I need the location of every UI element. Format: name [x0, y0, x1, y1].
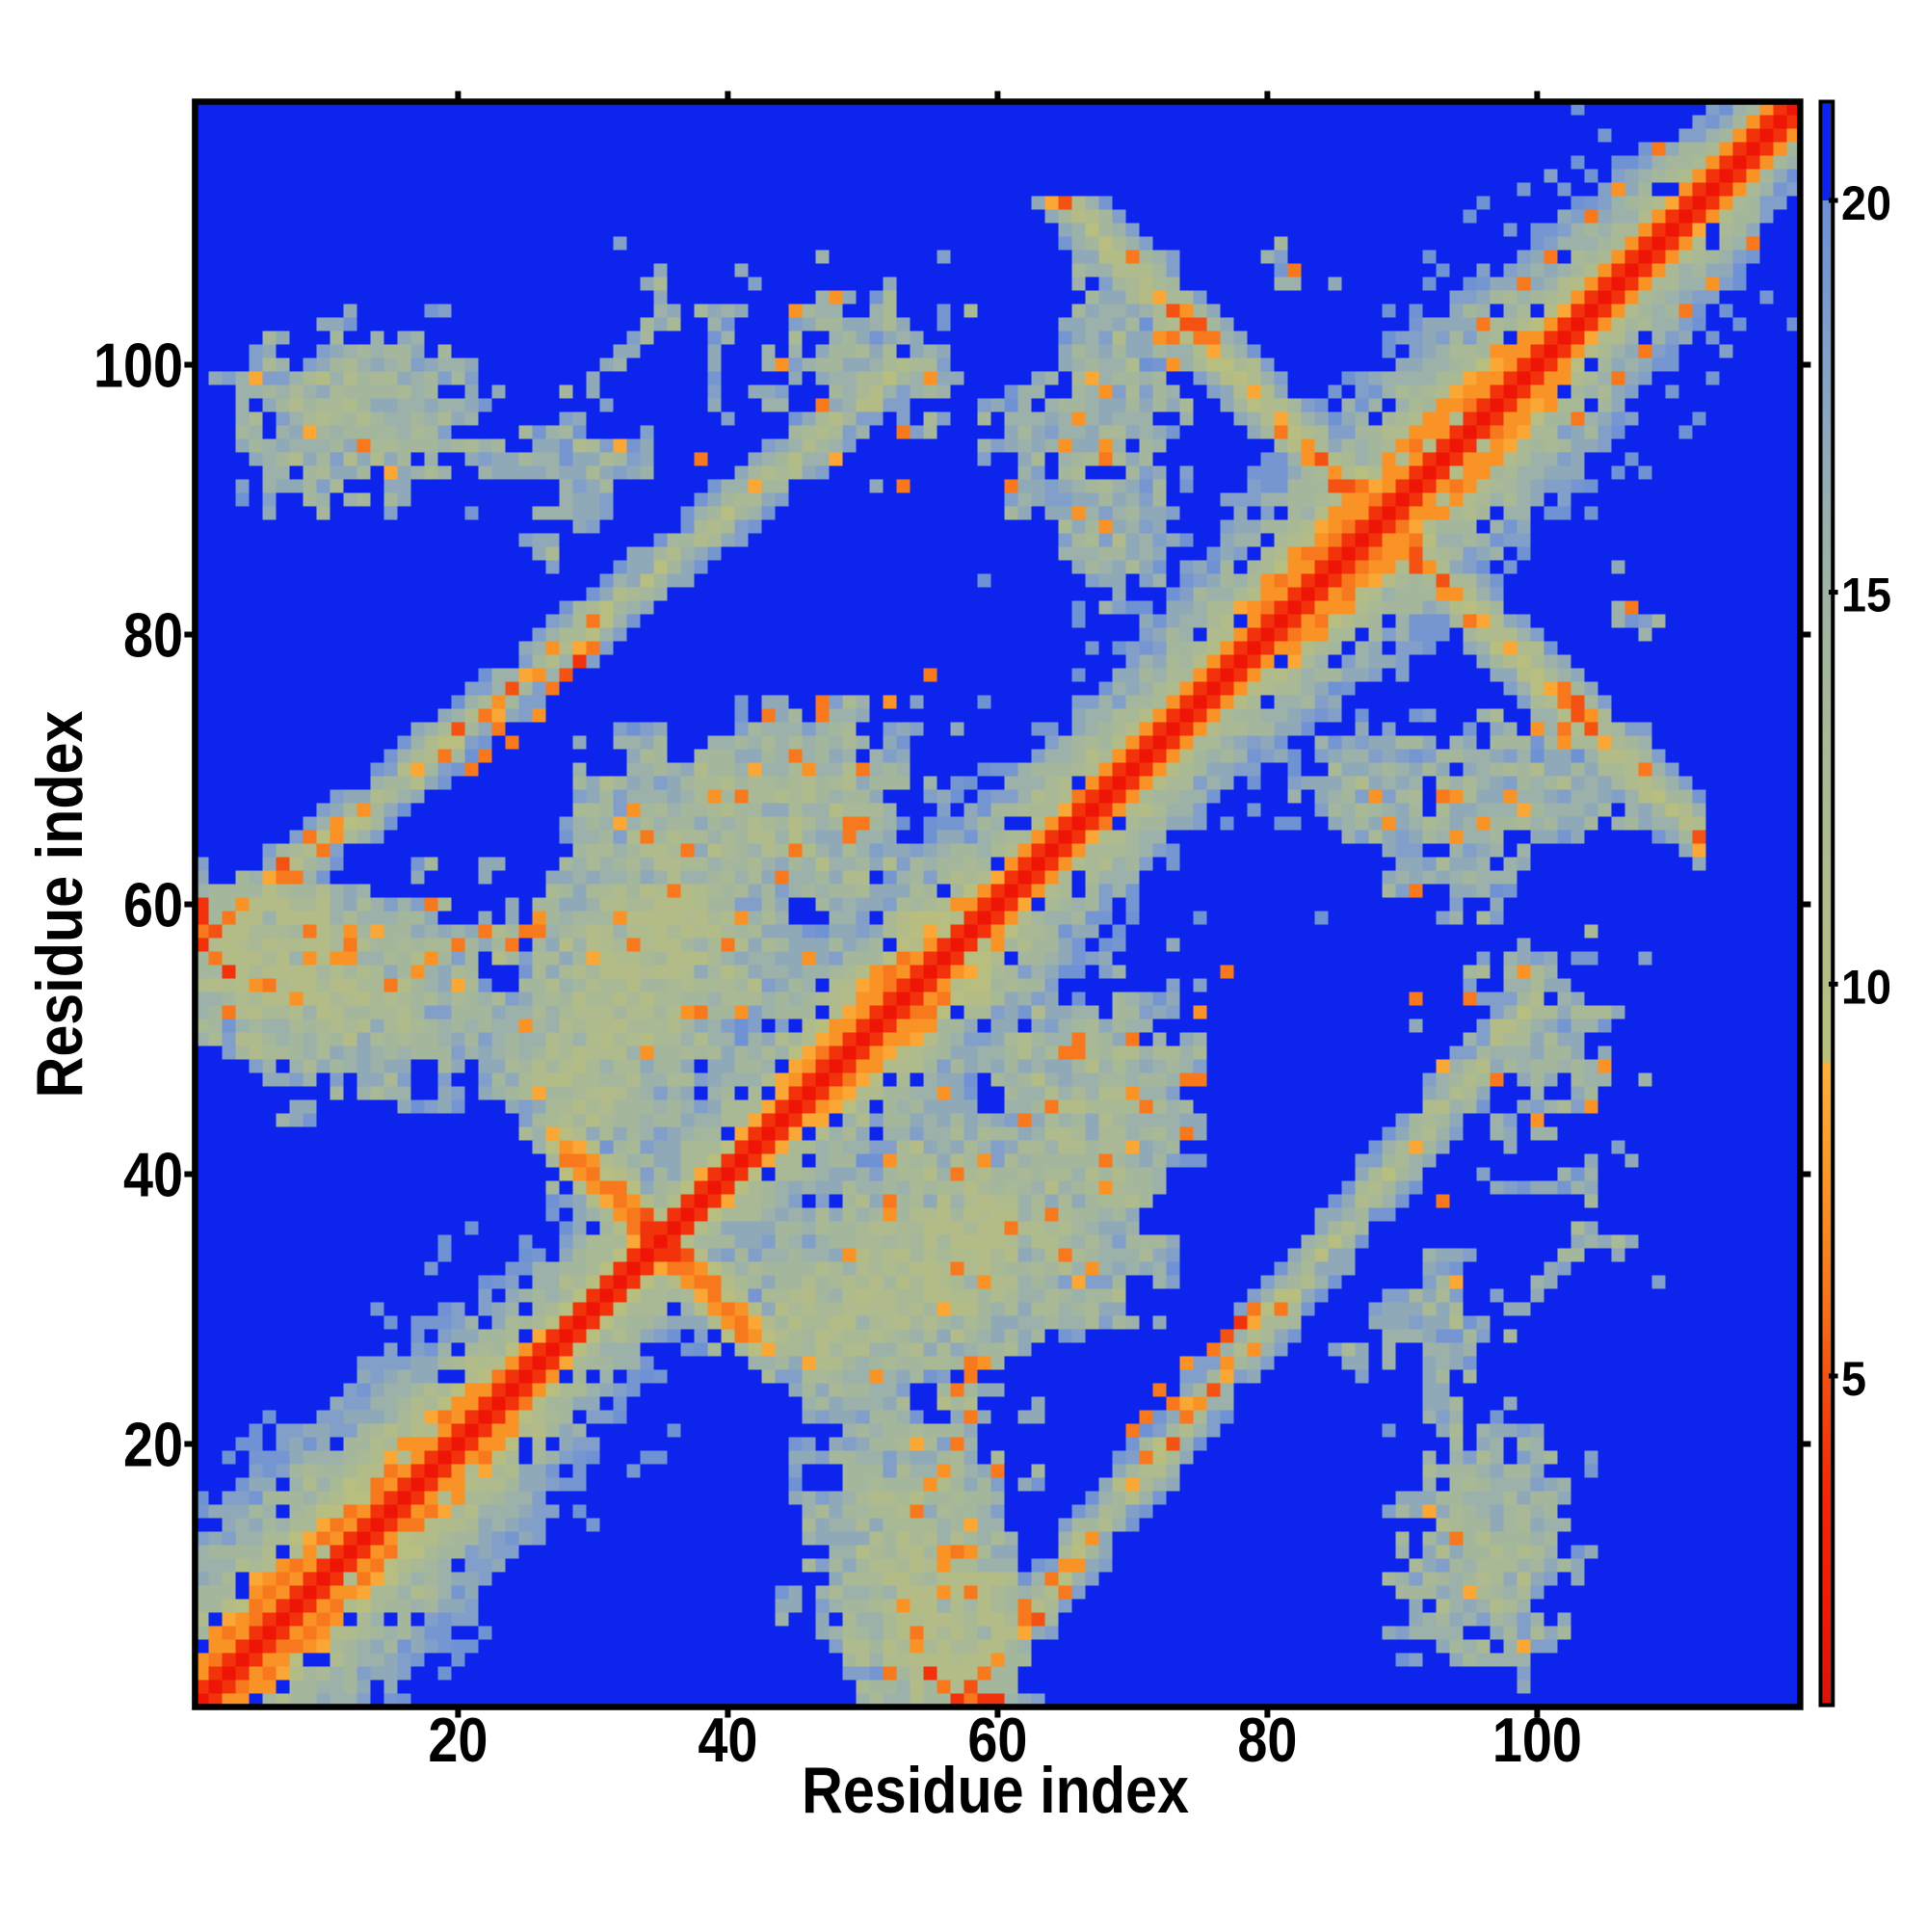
svg-text:40: 40: [123, 1140, 183, 1210]
svg-text:Residue index: Residue index: [802, 1754, 1189, 1827]
svg-text:40: 40: [698, 1705, 757, 1775]
svg-text:5: 5: [1841, 1352, 1866, 1406]
svg-text:10: 10: [1841, 960, 1891, 1014]
svg-text:80: 80: [123, 600, 183, 671]
svg-text:15: 15: [1841, 569, 1891, 622]
svg-text:100: 100: [93, 331, 183, 401]
svg-text:20: 20: [1841, 176, 1891, 230]
svg-text:100: 100: [1492, 1705, 1582, 1775]
svg-text:20: 20: [428, 1705, 488, 1775]
svg-text:Residue index: Residue index: [23, 710, 96, 1098]
svg-text:80: 80: [1237, 1705, 1297, 1775]
svg-text:60: 60: [967, 1705, 1027, 1775]
svg-text:60: 60: [123, 870, 183, 940]
svg-text:20: 20: [123, 1410, 183, 1480]
